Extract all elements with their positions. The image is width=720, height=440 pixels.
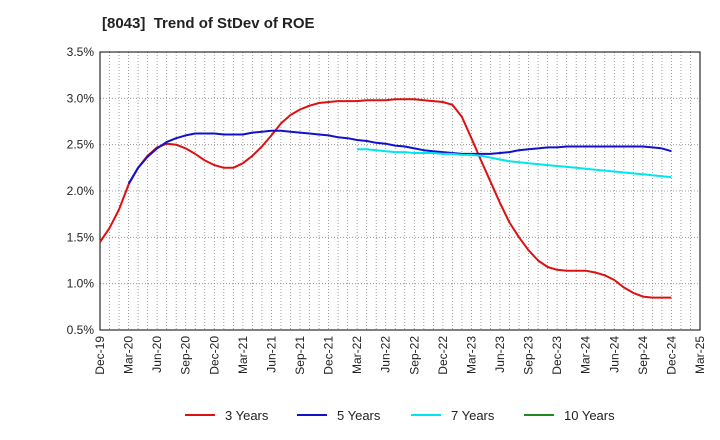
x-tick-label: Sep-24 [636, 336, 650, 375]
legend: 3 Years 5 Years 7 Years 10 Years [0, 405, 720, 425]
series-lines [99, 98, 672, 299]
y-tick-label: 3.0% [67, 91, 95, 105]
tick-labels: 0.5% 1.0% 1.5% 2.0% 2.5% 3.0% 3.5% Dec-19 Mar-20… [67, 45, 707, 375]
legend-item: 10 Years [524, 405, 615, 425]
x-tick-label: Sep-23 [522, 336, 536, 375]
x-tick-label: Sep-21 [293, 336, 307, 375]
legend-item: 5 Years [297, 405, 380, 425]
legend-swatch [411, 414, 441, 416]
legend-label: 10 Years [564, 407, 615, 423]
y-tick-label: 1.5% [67, 230, 95, 244]
legend-label: 5 Years [337, 407, 381, 423]
legend-swatch [524, 414, 554, 416]
x-tick-label: Mar-23 [464, 336, 478, 374]
x-tick-label: Sep-22 [407, 336, 421, 375]
x-tick-label: Jun-23 [493, 336, 507, 373]
y-tick-label: 0.5% [67, 323, 95, 337]
x-tick-label: Jun-20 [150, 336, 164, 373]
x-tick-label: Dec-22 [436, 336, 450, 375]
legend-label: 3 Years [225, 407, 269, 423]
x-tick-label: Mar-24 [579, 336, 593, 374]
legend-label: 7 Years [451, 407, 495, 423]
x-tick-label: Mar-21 [236, 336, 250, 374]
x-tick-label: Mar-25 [693, 336, 707, 374]
x-tick-label: Jun-21 [264, 336, 278, 373]
series-line-5-years [127, 129, 672, 185]
x-tick-label: Jun-22 [379, 336, 393, 373]
series-line-3-years [99, 98, 672, 299]
legend-item: 3 Years [185, 405, 268, 425]
x-tick-label: Jun-24 [607, 336, 621, 373]
chart-title: [8043] Trend of StDev of ROE [102, 15, 315, 32]
grid-lines [100, 52, 700, 330]
y-tick-label: 3.5% [67, 45, 95, 59]
series-line-7-years [357, 148, 672, 179]
y-tick-label: 2.0% [67, 184, 95, 198]
x-tick-label: Mar-20 [122, 336, 136, 374]
plot-frame [99, 51, 701, 331]
legend-swatch [185, 414, 215, 416]
y-tick-label: 2.5% [67, 138, 95, 152]
x-tick-label: Dec-20 [207, 336, 221, 375]
x-tick-label: Dec-24 [664, 336, 678, 375]
x-tick-label: Dec-19 [93, 336, 107, 375]
legend-item: 7 Years [411, 405, 494, 425]
legend-swatch [297, 414, 327, 416]
x-tick-label: Mar-22 [350, 336, 364, 374]
y-tick-label: 1.0% [67, 277, 95, 291]
x-tick-label: Dec-21 [322, 336, 336, 375]
x-tick-label: Sep-20 [179, 336, 193, 375]
x-tick-label: Dec-23 [550, 336, 564, 375]
